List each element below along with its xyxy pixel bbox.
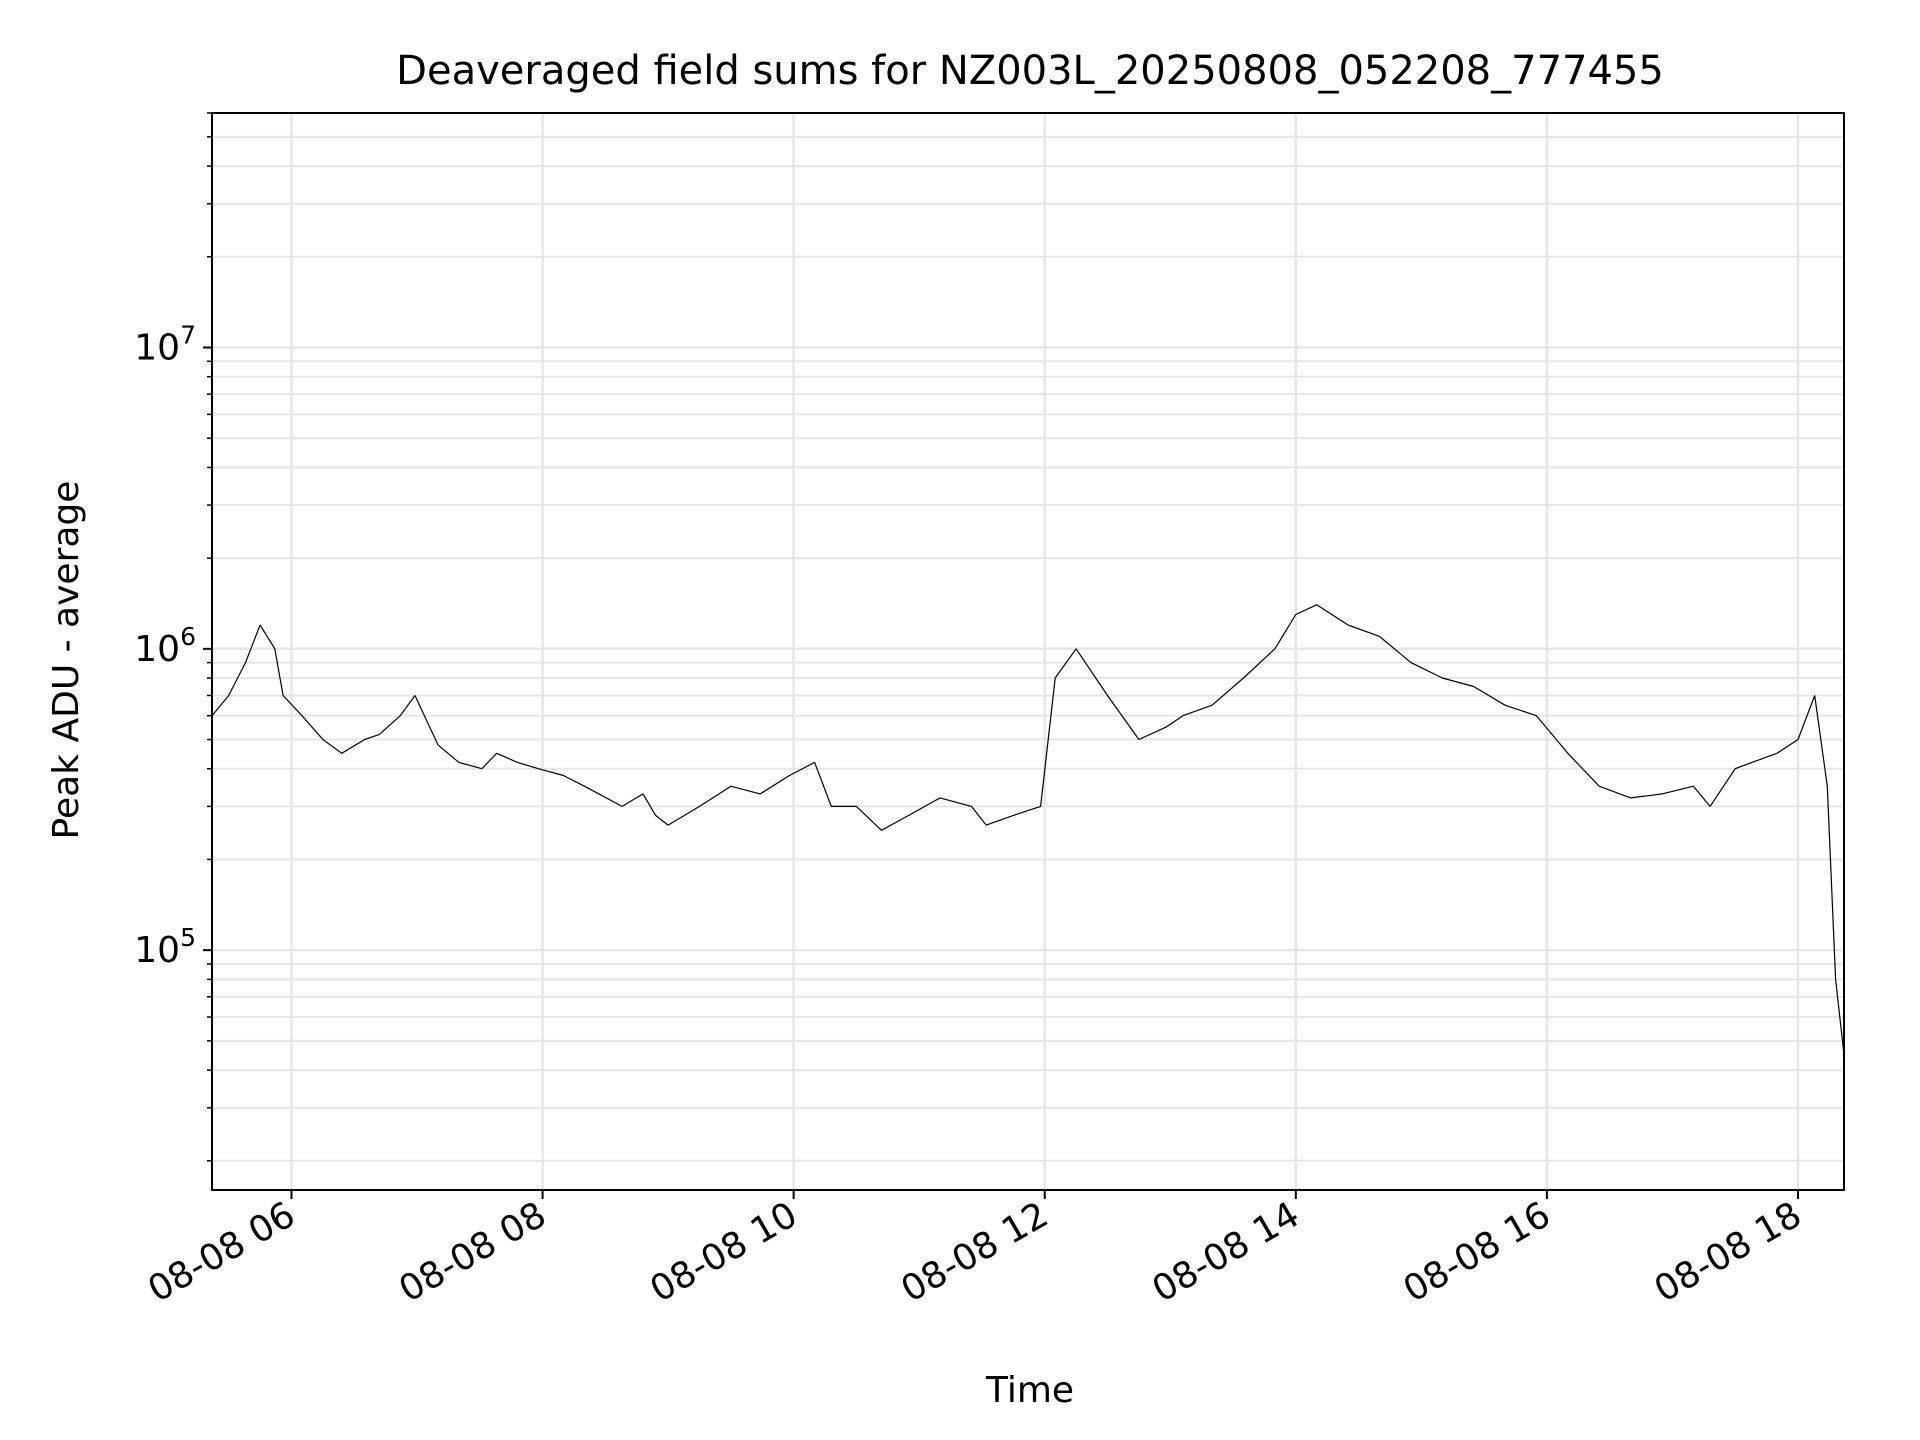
x-tick-label: 08-08 16 (1397, 1194, 1558, 1310)
x-tick-label: 08-08 06 (141, 1194, 302, 1310)
x-axis-label: Time (985, 1370, 1074, 1411)
series-line (211, 604, 1845, 1055)
x-tick-label: 08-08 18 (1648, 1194, 1809, 1310)
x-tick-label: 08-08 10 (643, 1194, 804, 1310)
y-axis-label: Peak ADU - average (46, 481, 87, 840)
x-tick-label: 08-08 12 (895, 1194, 1056, 1310)
y-tick-label: 107 (134, 320, 196, 368)
y-tick-label: 106 (134, 622, 196, 670)
x-tick-label: 08-08 08 (392, 1194, 553, 1310)
axis-ticks: 105 106 107 08-08 06 08-08 08 08-08 10 08-08 1… (134, 112, 1809, 1311)
grid (212, 112, 1844, 1190)
chart-title: Deaveraged field sums for NZ003L_2025080… (396, 48, 1664, 94)
plot-area (211, 604, 1845, 1055)
y-tick-label: 105 (134, 923, 196, 971)
plot-frame (211, 112, 1845, 1191)
x-tick-label: 08-08 14 (1146, 1194, 1307, 1310)
